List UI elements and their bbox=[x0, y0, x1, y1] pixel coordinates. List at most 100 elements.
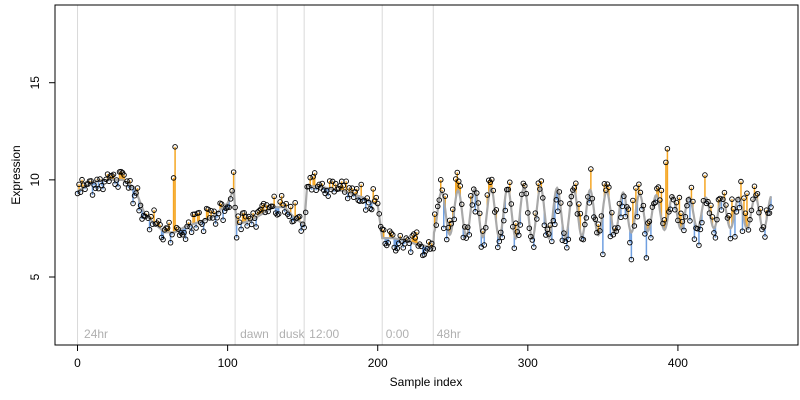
data-point bbox=[193, 225, 199, 231]
data-point bbox=[753, 192, 759, 198]
data-point bbox=[490, 187, 497, 194]
phase-label: dawn bbox=[240, 327, 269, 341]
data-point bbox=[343, 178, 349, 185]
data-point bbox=[741, 195, 747, 201]
data-point bbox=[301, 224, 307, 231]
data-point bbox=[610, 231, 617, 238]
data-point bbox=[364, 195, 370, 201]
data-point bbox=[137, 202, 144, 209]
data-point bbox=[262, 209, 268, 216]
data-point bbox=[507, 179, 513, 186]
data-point bbox=[616, 200, 623, 207]
data-point bbox=[718, 207, 725, 213]
data-point bbox=[586, 200, 593, 206]
data-point bbox=[696, 242, 702, 249]
data-point bbox=[196, 209, 202, 216]
data-point bbox=[85, 181, 91, 187]
data-point bbox=[430, 245, 437, 252]
data-point bbox=[553, 197, 560, 203]
data-point bbox=[79, 176, 85, 183]
data-point bbox=[121, 172, 127, 178]
data-point bbox=[729, 196, 735, 202]
data-point bbox=[459, 201, 465, 208]
data-point bbox=[412, 235, 418, 241]
data-point bbox=[346, 185, 352, 191]
data-point bbox=[380, 227, 387, 233]
data-point bbox=[347, 191, 354, 197]
data-point bbox=[502, 207, 509, 214]
data-point bbox=[94, 176, 100, 183]
data-point bbox=[374, 200, 381, 207]
data-point bbox=[370, 186, 376, 192]
data-point bbox=[573, 180, 579, 187]
data-point bbox=[709, 214, 716, 220]
phase-label: 12:00 bbox=[309, 327, 339, 341]
data-point bbox=[489, 176, 495, 183]
data-point bbox=[558, 200, 564, 206]
data-point bbox=[633, 185, 639, 191]
data-point bbox=[299, 221, 306, 228]
y-axis-label: Expression bbox=[9, 145, 23, 204]
data-point bbox=[580, 236, 587, 243]
data-point bbox=[528, 233, 534, 240]
data-point bbox=[389, 232, 396, 238]
data-point bbox=[320, 187, 327, 193]
data-point bbox=[568, 193, 575, 200]
x-tick-label: 400 bbox=[668, 356, 688, 370]
data-point bbox=[429, 240, 435, 247]
data-point bbox=[561, 230, 567, 236]
data-point bbox=[110, 171, 117, 178]
data-point bbox=[717, 195, 723, 202]
data-point bbox=[125, 185, 132, 191]
data-point bbox=[340, 182, 346, 189]
data-point bbox=[537, 186, 543, 192]
data-point bbox=[394, 245, 400, 252]
data-point bbox=[151, 207, 157, 213]
data-point bbox=[609, 209, 615, 216]
data-point bbox=[227, 196, 234, 202]
data-point bbox=[556, 189, 563, 195]
data-point bbox=[508, 201, 515, 207]
data-point bbox=[92, 185, 99, 192]
data-point bbox=[571, 185, 578, 191]
data-point bbox=[277, 199, 283, 205]
data-point bbox=[127, 177, 133, 184]
data-point bbox=[142, 213, 148, 220]
data-point bbox=[433, 222, 440, 228]
data-point bbox=[564, 245, 570, 251]
data-point bbox=[727, 235, 734, 242]
data-point bbox=[344, 195, 351, 202]
data-point bbox=[690, 198, 696, 205]
data-point bbox=[555, 208, 561, 215]
data-point bbox=[642, 231, 648, 237]
data-point bbox=[460, 234, 467, 241]
data-point bbox=[574, 211, 581, 217]
data-point bbox=[481, 242, 488, 248]
data-point bbox=[235, 213, 241, 219]
data-point bbox=[164, 225, 171, 231]
data-point bbox=[706, 210, 713, 216]
data-point bbox=[468, 193, 474, 199]
data-point bbox=[462, 224, 468, 230]
data-point bbox=[513, 220, 519, 226]
data-point bbox=[311, 170, 318, 176]
data-point bbox=[526, 225, 533, 231]
data-point bbox=[388, 230, 394, 236]
data-point bbox=[466, 232, 473, 238]
data-point bbox=[712, 235, 719, 241]
data-point bbox=[544, 226, 551, 233]
data-point bbox=[435, 203, 441, 210]
data-point bbox=[496, 238, 503, 245]
data-point bbox=[175, 226, 181, 232]
data-point bbox=[529, 237, 536, 243]
data-point bbox=[694, 225, 701, 232]
data-point bbox=[576, 201, 582, 207]
data-point bbox=[523, 190, 530, 197]
data-point bbox=[730, 206, 737, 212]
data-point bbox=[326, 178, 333, 184]
data-point bbox=[109, 172, 115, 179]
data-point bbox=[188, 229, 195, 236]
data-point bbox=[604, 181, 611, 187]
data-point bbox=[744, 190, 750, 197]
data-point bbox=[757, 205, 764, 212]
